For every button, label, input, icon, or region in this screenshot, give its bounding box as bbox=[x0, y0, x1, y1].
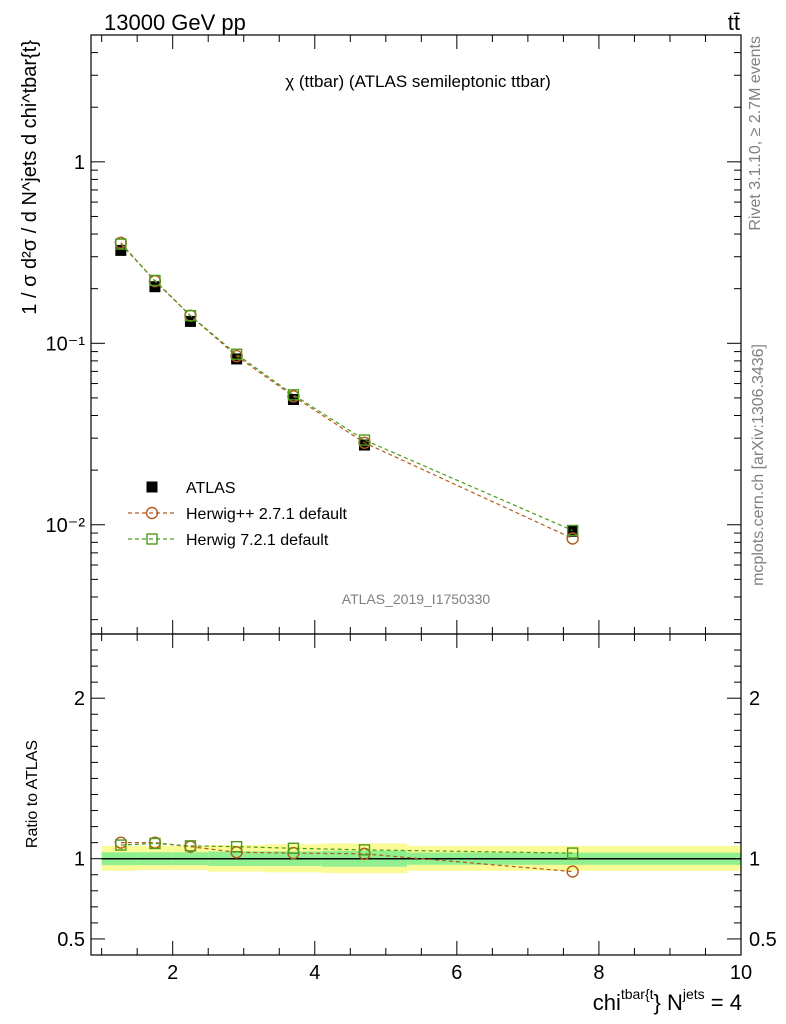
point-atlas bbox=[567, 525, 579, 537]
legend-marker bbox=[146, 481, 158, 493]
point-herwig-7-2-1-default bbox=[566, 524, 579, 537]
x-axis-label-sup2: jets bbox=[682, 986, 705, 1002]
x-axis-label-end: = 4 bbox=[705, 990, 742, 1015]
point-herwig-2-7-1-default bbox=[566, 532, 579, 545]
ratio-point-herwig-7-2-1-default bbox=[358, 844, 371, 856]
side-mcplots: mcplots.cern.ch [arXiv:1306.3436] bbox=[750, 344, 767, 586]
ratio-y-tick-label: 0.5 bbox=[57, 929, 85, 951]
point-herwig-7-2-1-default bbox=[184, 309, 197, 322]
y-tick-label: 10⁻¹ bbox=[46, 333, 86, 355]
x-tick-label: 4 bbox=[309, 962, 320, 984]
ratio-point-herwig-7-2-1-default bbox=[287, 842, 300, 854]
ratio-point-herwig-7-2-1-default bbox=[115, 839, 127, 851]
point-herwig-7-2-1-default bbox=[287, 389, 300, 401]
legend-marker bbox=[146, 533, 158, 545]
x-axis-label: chitbar{t} Njets = 4 bbox=[593, 986, 742, 1015]
y-tick-label: 10⁻² bbox=[46, 515, 86, 537]
ratio-panel: 2 4 6 8 10 0.5 0.5 1 1 2 2 bbox=[57, 633, 777, 984]
ratio-y-axis-label: Ratio to ATLAS bbox=[24, 740, 41, 848]
ratio-y-tick-label-right: 2 bbox=[749, 688, 760, 710]
x-axis-label-main: chi bbox=[593, 990, 621, 1015]
point-atlas bbox=[115, 244, 127, 256]
x-tick-label: 8 bbox=[593, 962, 604, 984]
ratio-y-tick-label-right: 0.5 bbox=[749, 929, 777, 951]
point-herwig-7-2-1-default bbox=[115, 238, 127, 250]
series-line-herwig-7-2-1-default bbox=[120, 243, 573, 532]
ratio-frame bbox=[90, 633, 742, 956]
x-tick-label: 6 bbox=[451, 962, 462, 984]
x-tick-label: 2 bbox=[167, 962, 178, 984]
ratio-point-herwig-7-2-1-default bbox=[184, 840, 197, 852]
legend-label: Herwig++ 2.7.1 default bbox=[186, 506, 348, 523]
x-axis-label-mid: } N bbox=[654, 990, 683, 1015]
y-tick-label: 1 bbox=[74, 152, 85, 174]
x-tick-label: 10 bbox=[730, 962, 752, 984]
x-axis-label-sup1: tbar{t bbox=[621, 986, 654, 1002]
ratio-line-herwig-7-2-1-default bbox=[120, 842, 573, 854]
main-y-axis-label: 1 / σ d²σ / d N^jets d chi^tbar{t} bbox=[19, 40, 41, 315]
main-title: χ (ttbar) (ATLAS semileptonic ttbar) bbox=[285, 72, 551, 91]
point-herwig-7-2-1-default bbox=[149, 274, 161, 287]
ratio-y-tick-label: 2 bbox=[74, 688, 85, 710]
ratio-y-tick-label-right: 1 bbox=[749, 849, 760, 871]
side-rivet: Rivet 3.1.10, ≥ 2.7M events bbox=[747, 36, 764, 231]
ratio-y-tick-label: 1 bbox=[74, 849, 85, 871]
legend-label: ATLAS bbox=[186, 480, 236, 497]
ratio-point-herwig-7-2-1-default bbox=[566, 847, 579, 859]
ratio-point-herwig-7-2-1-default bbox=[149, 837, 161, 850]
ratio-point-herwig-7-2-1-default bbox=[230, 840, 243, 853]
ratio-point-herwig-2-7-1-default bbox=[566, 865, 579, 878]
header-left: 13000 GeV pp bbox=[104, 10, 246, 35]
legend-marker bbox=[145, 506, 159, 520]
point-herwig-7-2-1-default bbox=[230, 348, 243, 360]
point-herwig-7-2-1-default bbox=[358, 434, 371, 446]
watermark: ATLAS_2019_I1750330 bbox=[342, 591, 491, 607]
legend: ATLAS Herwig++ 2.7.1 default Herwig 7.2.1 … bbox=[128, 480, 348, 549]
legend-label: Herwig 7.2.1 default bbox=[186, 532, 329, 549]
header-right: tt̄ bbox=[728, 10, 740, 35]
